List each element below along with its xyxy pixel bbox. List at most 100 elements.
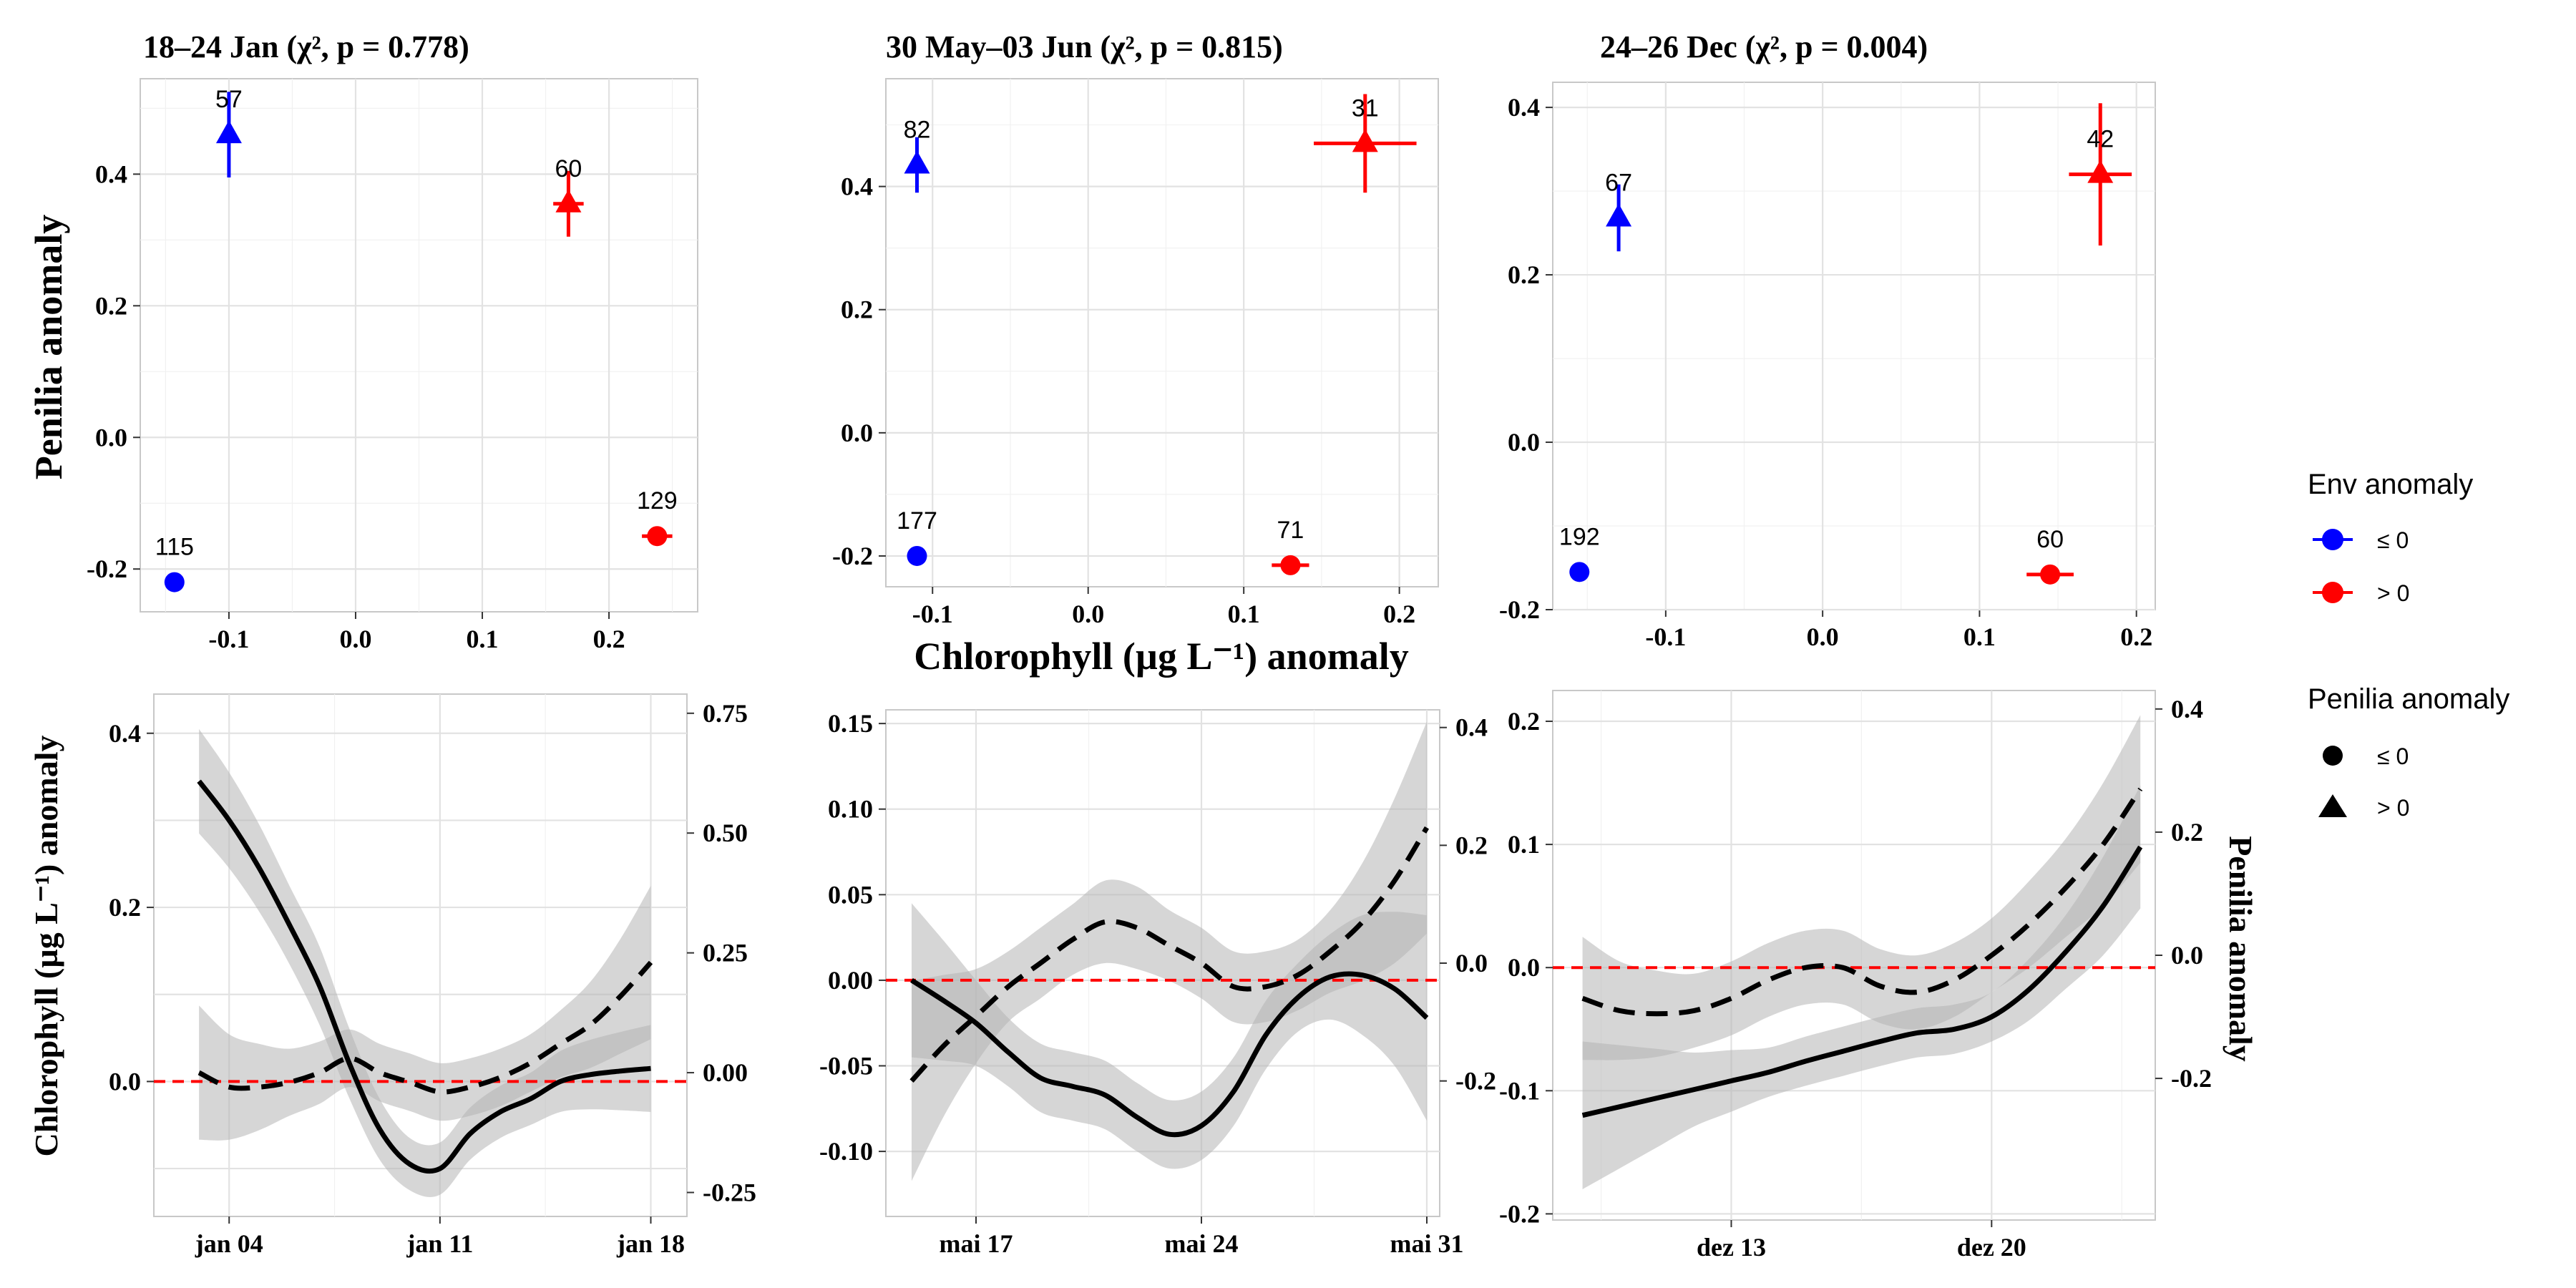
sample-size-label: 192 <box>1559 523 1600 550</box>
x-tick-label: -0.1 <box>208 625 249 653</box>
legend-penilia-low-circle <box>2323 746 2343 766</box>
penilia-anomaly-line <box>909 826 1429 1083</box>
data-point: 115 <box>155 534 194 592</box>
legend-env-high-circle <box>2322 582 2343 603</box>
y-tick-label-left: 0.2 <box>1508 707 1540 736</box>
y-tick-label-left: 0.15 <box>828 709 873 738</box>
line-panel-dec: -0.2 -0.1 0.0 0.1 0.2 dez 13 dez 20 -0.2 0.0 0.2 0… <box>1499 690 2212 1262</box>
x-axis-title-top: Chlorophyll (µg L⁻¹) anomaly <box>914 635 1408 678</box>
y-tick-label: 0.4 <box>1508 93 1540 122</box>
data-point: 60 <box>553 155 584 237</box>
y-tick-label-left: -0.10 <box>819 1137 873 1166</box>
legend-env-title: Env anomaly <box>2308 469 2473 500</box>
circle-marker <box>647 526 668 547</box>
x-tick-label: jan 18 <box>616 1229 685 1258</box>
data-point: 57 <box>215 86 243 177</box>
plot-area <box>885 78 1439 587</box>
data-point: 31 <box>1314 94 1417 193</box>
y-tick-label-left: 0.2 <box>109 893 141 922</box>
panel-title-jun: 30 May–03 Jun (χ², p = 0.815) <box>886 29 1283 64</box>
chlorophyll-anomaly-line <box>1581 845 2143 1118</box>
x-tick-label: 0.2 <box>593 625 625 653</box>
triangle-marker <box>2087 160 2114 183</box>
plot-area <box>1552 82 2156 610</box>
legend-env-high-label: > 0 <box>2377 580 2409 606</box>
confidence-band-chlorophyll <box>1582 785 2141 1189</box>
y-tick-label-left: -0.1 <box>1499 1076 1540 1105</box>
y-tick-label: 0.0 <box>95 423 127 452</box>
data-point: 82 <box>904 116 931 193</box>
y-tick-label-left: 0.0 <box>1508 953 1540 982</box>
sample-size-label: 82 <box>904 116 931 143</box>
legend: Env anomaly ≤ 0 > 0 Penilia anomaly ≤ 0 … <box>2308 469 2509 821</box>
triangle-marker <box>1606 203 1632 227</box>
y-axis-title-bottom-left: Chlorophyll (µg L⁻¹) anomaly <box>28 736 64 1157</box>
sample-size-label: 60 <box>2036 526 2064 553</box>
data-point: 192 <box>1559 523 1600 582</box>
data-point: 67 <box>1605 170 1632 252</box>
sample-size-label: 42 <box>2087 126 2114 153</box>
x-tick-label: jan 11 <box>406 1229 473 1258</box>
x-tick-label: 0.0 <box>1807 623 1839 651</box>
y-tick-label-right: 0.0 <box>2171 941 2203 970</box>
sample-size-label: 71 <box>1277 517 1304 544</box>
circle-marker <box>164 572 185 592</box>
triangle-marker <box>904 150 930 174</box>
sample-size-label: 129 <box>637 487 678 514</box>
x-tick-label: -0.1 <box>1645 623 1686 651</box>
circle-marker <box>1569 562 1590 582</box>
scatter-panel-jun: -0.1 0.0 0.1 0.2 -0.2 0.0 0.2 0.4 82 31 177 71 <box>832 78 1439 628</box>
sample-size-label: 31 <box>1352 94 1379 122</box>
triangle-marker <box>1352 129 1378 152</box>
x-tick-label: 0.1 <box>1228 600 1260 628</box>
y-tick-label-right: 0.25 <box>703 939 748 967</box>
y-tick-label-right: 0.4 <box>1455 713 1488 742</box>
legend-env-low-label: ≤ 0 <box>2377 527 2409 553</box>
y-tick-label: 0.2 <box>841 296 873 324</box>
x-tick-label: 0.1 <box>467 625 499 653</box>
y-tick-label-right: 0.4 <box>2171 695 2203 723</box>
y-tick-label-right: -0.2 <box>2171 1064 2212 1093</box>
y-tick-label: -0.2 <box>1499 595 1540 624</box>
x-tick-label: dez 13 <box>1697 1233 1766 1262</box>
y-tick-label-left: 0.4 <box>109 719 141 748</box>
penilia-anomaly-line <box>1581 787 2143 1017</box>
y-tick-label-left: -0.05 <box>819 1052 873 1080</box>
y-tick-label: -0.2 <box>832 542 873 570</box>
confidence-band-penilia <box>912 721 1427 1181</box>
y-tick-label-right: -0.2 <box>1455 1067 1496 1096</box>
y-tick-label-right: 0.50 <box>703 819 748 847</box>
x-tick-label: mai 24 <box>1165 1229 1239 1258</box>
confidence-band-penilia <box>1582 715 2141 1060</box>
penilia-anomaly-line <box>197 960 653 1095</box>
circle-marker <box>1280 555 1301 575</box>
y-tick-label-left: -0.2 <box>1499 1199 1540 1228</box>
y-tick-label-left: 0.0 <box>109 1067 141 1096</box>
triangle-marker <box>555 189 582 213</box>
data-point: 60 <box>2026 526 2074 585</box>
sample-size-label: 67 <box>1605 170 1632 197</box>
y-tick-label: 0.4 <box>841 172 873 201</box>
legend-penilia-high-triangle <box>2318 794 2347 817</box>
y-tick-label: 0.0 <box>841 419 873 447</box>
x-tick-label: 0.2 <box>2120 623 2152 651</box>
y-tick-label-left: 0.1 <box>1508 830 1540 859</box>
triangle-marker <box>215 120 242 144</box>
circle-marker <box>2040 564 2061 585</box>
sample-size-label: 57 <box>215 86 243 113</box>
y-tick-label-right: 0.2 <box>1455 831 1488 859</box>
x-tick-label: dez 20 <box>1957 1233 2026 1262</box>
y-tick-label-right: 0.75 <box>703 699 748 728</box>
line-panel-jan: 0.0 0.2 0.4 jan 04 jan 11 jan 18 -0.25 0.00 0.25… <box>109 693 756 1258</box>
y-tick-label: 0.2 <box>95 291 127 320</box>
line-panel-may: -0.10 -0.05 0.00 0.05 0.10 0.15 mai 17 mai 24 ma… <box>819 709 1496 1258</box>
y-tick-label-left: 0.05 <box>828 880 873 909</box>
legend-penilia-low-label: ≤ 0 <box>2377 743 2409 769</box>
chlorophyll-anomaly-line <box>197 779 651 1174</box>
y-tick-label-right: -0.25 <box>703 1179 756 1207</box>
x-tick-label: 0.0 <box>1072 600 1104 628</box>
data-point: 42 <box>2069 103 2132 246</box>
scatter-panel-dec: -0.1 0.0 0.1 0.2 -0.2 0.0 0.2 0.4 67 42 192 60 <box>1499 82 2156 651</box>
legend-penilia-high-label: > 0 <box>2377 795 2409 821</box>
